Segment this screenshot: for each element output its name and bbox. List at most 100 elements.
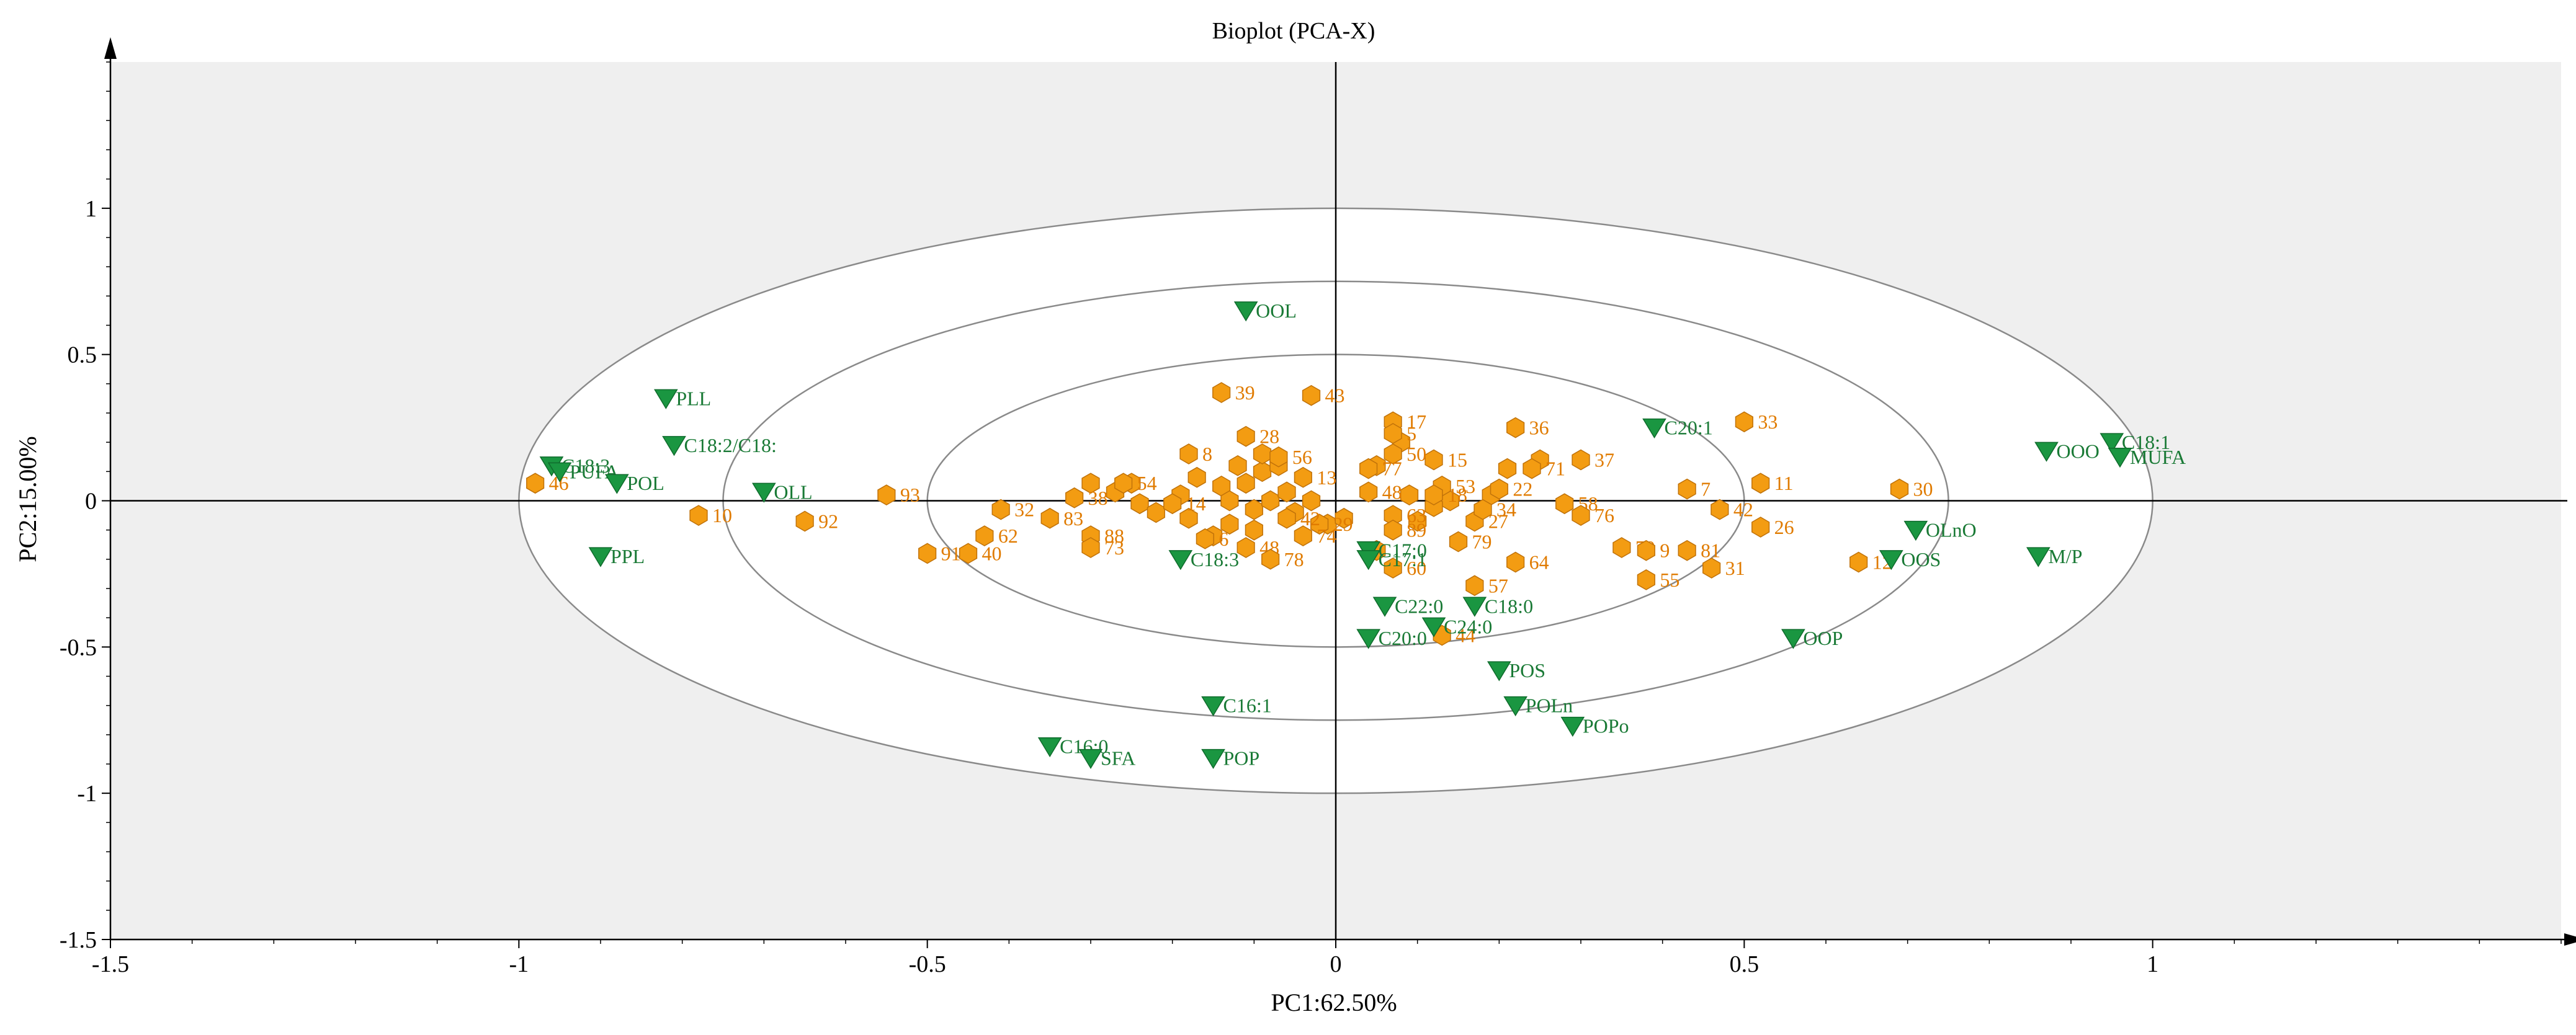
observation-point <box>1277 507 1296 529</box>
observation-label: 32 <box>1014 499 1034 521</box>
observation-point <box>877 484 896 505</box>
observation-point <box>1384 519 1402 541</box>
observation-point <box>1261 490 1280 512</box>
observation-label: 43 <box>1325 384 1345 407</box>
variable-label: C20:0 <box>1379 627 1427 649</box>
variable-marker <box>588 547 613 567</box>
variable-marker <box>1642 418 1666 439</box>
observation-label: 64 <box>1529 551 1549 574</box>
observation-point <box>1555 493 1574 515</box>
observation-point <box>1237 425 1255 447</box>
observation-label: 14 <box>1186 492 1206 515</box>
variable-marker <box>1037 737 1062 758</box>
observation-point <box>1065 487 1084 509</box>
observation-label: 9 <box>1660 540 1670 562</box>
variable-label: MUFA <box>2130 446 2186 468</box>
variable-label: C17:0 <box>1379 540 1427 562</box>
observation-label: 38 <box>1088 487 1108 509</box>
variable-marker <box>1560 716 1585 737</box>
variable-label: POLn <box>1526 695 1573 717</box>
variable-label: C20:1 <box>1665 417 1713 439</box>
variable-label: PLL <box>676 387 711 409</box>
variable-label: POS <box>1509 659 1545 682</box>
observation-point <box>1179 507 1198 529</box>
observation-label: 83 <box>1063 507 1083 530</box>
variable-marker <box>1879 550 1903 571</box>
observation-point <box>1253 461 1272 482</box>
observation-label: 40 <box>982 542 1002 564</box>
variable-marker <box>547 462 572 482</box>
variable-marker <box>605 474 629 494</box>
observation-label: 81 <box>1701 540 1720 562</box>
observation-label: 5 <box>1407 422 1416 445</box>
observation-label: 79 <box>1472 531 1492 553</box>
variable-label: POP <box>1223 747 1260 770</box>
variable-label: OOP <box>1803 627 1843 649</box>
x-tick-label: 0.5 <box>1730 951 1760 977</box>
observation-point <box>1490 478 1508 500</box>
observation-point <box>959 543 978 564</box>
variable-marker <box>1168 550 1193 571</box>
observation-label: 91 <box>941 542 961 564</box>
variable-marker <box>2026 547 2051 567</box>
observation-point <box>1261 548 1280 570</box>
variable-marker <box>1372 597 1397 617</box>
observation-point <box>1147 502 1165 523</box>
observation-point <box>1163 493 1182 515</box>
variable-marker <box>2034 442 2059 462</box>
y-tick-label: 1 <box>85 196 97 222</box>
variable-label: C16:1 <box>1223 695 1272 717</box>
observation-point <box>1196 528 1214 549</box>
observation-point <box>1220 490 1239 512</box>
observation-point <box>1310 513 1329 535</box>
variable-label: C22:0 <box>1395 595 1443 617</box>
observation-label: 73 <box>1104 536 1124 559</box>
observation-point <box>1612 537 1631 558</box>
observation-point <box>1302 384 1321 406</box>
observation-point <box>1081 537 1100 558</box>
variable-label: OLL <box>774 481 812 503</box>
observation-label: 60 <box>1407 557 1426 579</box>
observation-point <box>1890 478 1909 500</box>
observation-label: 39 <box>1235 381 1255 404</box>
y-tick-label: 0 <box>85 489 97 515</box>
observation-label: 89 <box>1407 519 1426 541</box>
observation-label: 53 <box>1456 475 1475 497</box>
y-tick-label: -1 <box>77 781 97 807</box>
variable-marker <box>2108 448 2132 468</box>
y-tick-label: 0.5 <box>68 342 97 368</box>
observation-point <box>1179 443 1198 464</box>
observation-label: 17 <box>1407 411 1426 433</box>
observation-point <box>1081 473 1100 494</box>
variable-label: C17:1 <box>1379 548 1427 571</box>
observation-point <box>1294 525 1312 546</box>
variable-marker <box>1356 550 1380 571</box>
observation-label: 33 <box>1758 411 1778 433</box>
observation-label: 15 <box>1447 448 1467 471</box>
observation-label: 11 <box>1774 472 1794 494</box>
variable-marker <box>1356 629 1380 649</box>
observation-point <box>1400 484 1419 505</box>
observation-label: 6 <box>1219 528 1228 550</box>
observation-label: 56 <box>1292 446 1312 468</box>
observation-label: 48 <box>1382 481 1402 503</box>
observation-label: 54 <box>1137 472 1157 494</box>
observation-point <box>1751 473 1770 494</box>
variable-marker <box>1201 696 1225 717</box>
observation-label: 31 <box>1725 557 1745 579</box>
observation-point <box>1212 382 1231 403</box>
observation-point <box>1711 499 1729 520</box>
x-tick-label: 0 <box>1330 951 1342 977</box>
observation-label: 57 <box>1488 574 1508 597</box>
variable-label: POPo <box>1583 715 1629 737</box>
observation-label: 50 <box>1407 443 1426 465</box>
observation-point <box>1506 417 1525 438</box>
observation-label: 55 <box>1660 569 1679 591</box>
variable-label: C18:3 <box>1191 548 1239 571</box>
observation-point <box>1359 481 1378 503</box>
observation-label: 76 <box>1594 504 1614 526</box>
observation-point <box>1269 446 1288 468</box>
